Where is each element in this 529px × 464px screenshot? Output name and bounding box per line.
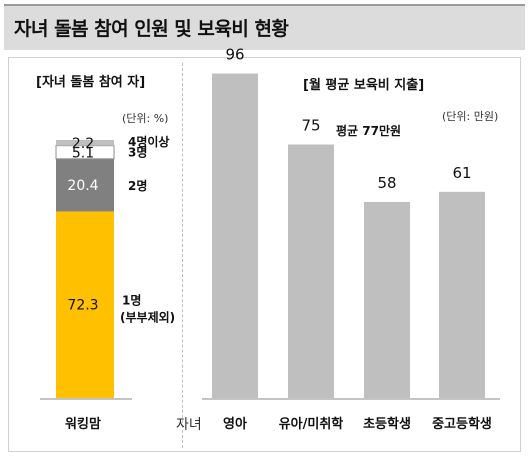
left-subtitle: [자녀 돌봄 참여 자] (36, 75, 146, 90)
value-label: 5.1 (72, 145, 94, 161)
bar-value-label: 58 (377, 174, 396, 192)
title-bar: 자녀 돌봄 참여 인원 및 보육비 현황 (4, 4, 525, 50)
category-label-elementary: 초등학생 (363, 416, 411, 432)
category-label-preschool: 유아/미취학 (279, 416, 344, 432)
bar-value-label: 75 (301, 117, 320, 135)
bar-value-label: 61 (452, 164, 471, 182)
right-unit: (단위: 만원) (442, 110, 499, 123)
value-label: 72.3 (67, 298, 98, 314)
bar-1 (212, 73, 258, 399)
segment-2-persons (56, 158, 114, 212)
x-axis-label: 자녀 (176, 417, 202, 433)
value-label: 20.4 (67, 178, 98, 194)
legend-3-persons: 3명 (128, 145, 147, 159)
segment-4plus-persons (56, 140, 114, 146)
panel-divider (182, 63, 184, 448)
right-subtitle: [월 평균 보육비 지출] (303, 78, 425, 93)
legend-1-person: 1명 (122, 294, 141, 308)
average-annotation: 평균 77만원 (336, 124, 402, 138)
segment-1-person (56, 211, 114, 398)
left-unit: (단위: %) (122, 112, 169, 125)
bar-3 (364, 201, 410, 398)
legend-2-persons: 2명 (128, 179, 147, 193)
value-label: 2.2 (72, 136, 94, 152)
category-label-secondary: 중고등학생 (432, 416, 492, 432)
category-label-infant: 영아 (223, 416, 247, 432)
legend-1-person-note: (부부제외) (120, 310, 175, 325)
bar-2 (288, 144, 334, 398)
left-category-label: 워킹맘 (65, 416, 101, 432)
bar-value-label: 96 (225, 46, 244, 64)
bar-4 (439, 191, 485, 398)
legend-4plus-persons: 4명이상 (128, 134, 169, 149)
chart-title: 자녀 돌봄 참여 인원 및 보육비 현황 (14, 18, 289, 40)
